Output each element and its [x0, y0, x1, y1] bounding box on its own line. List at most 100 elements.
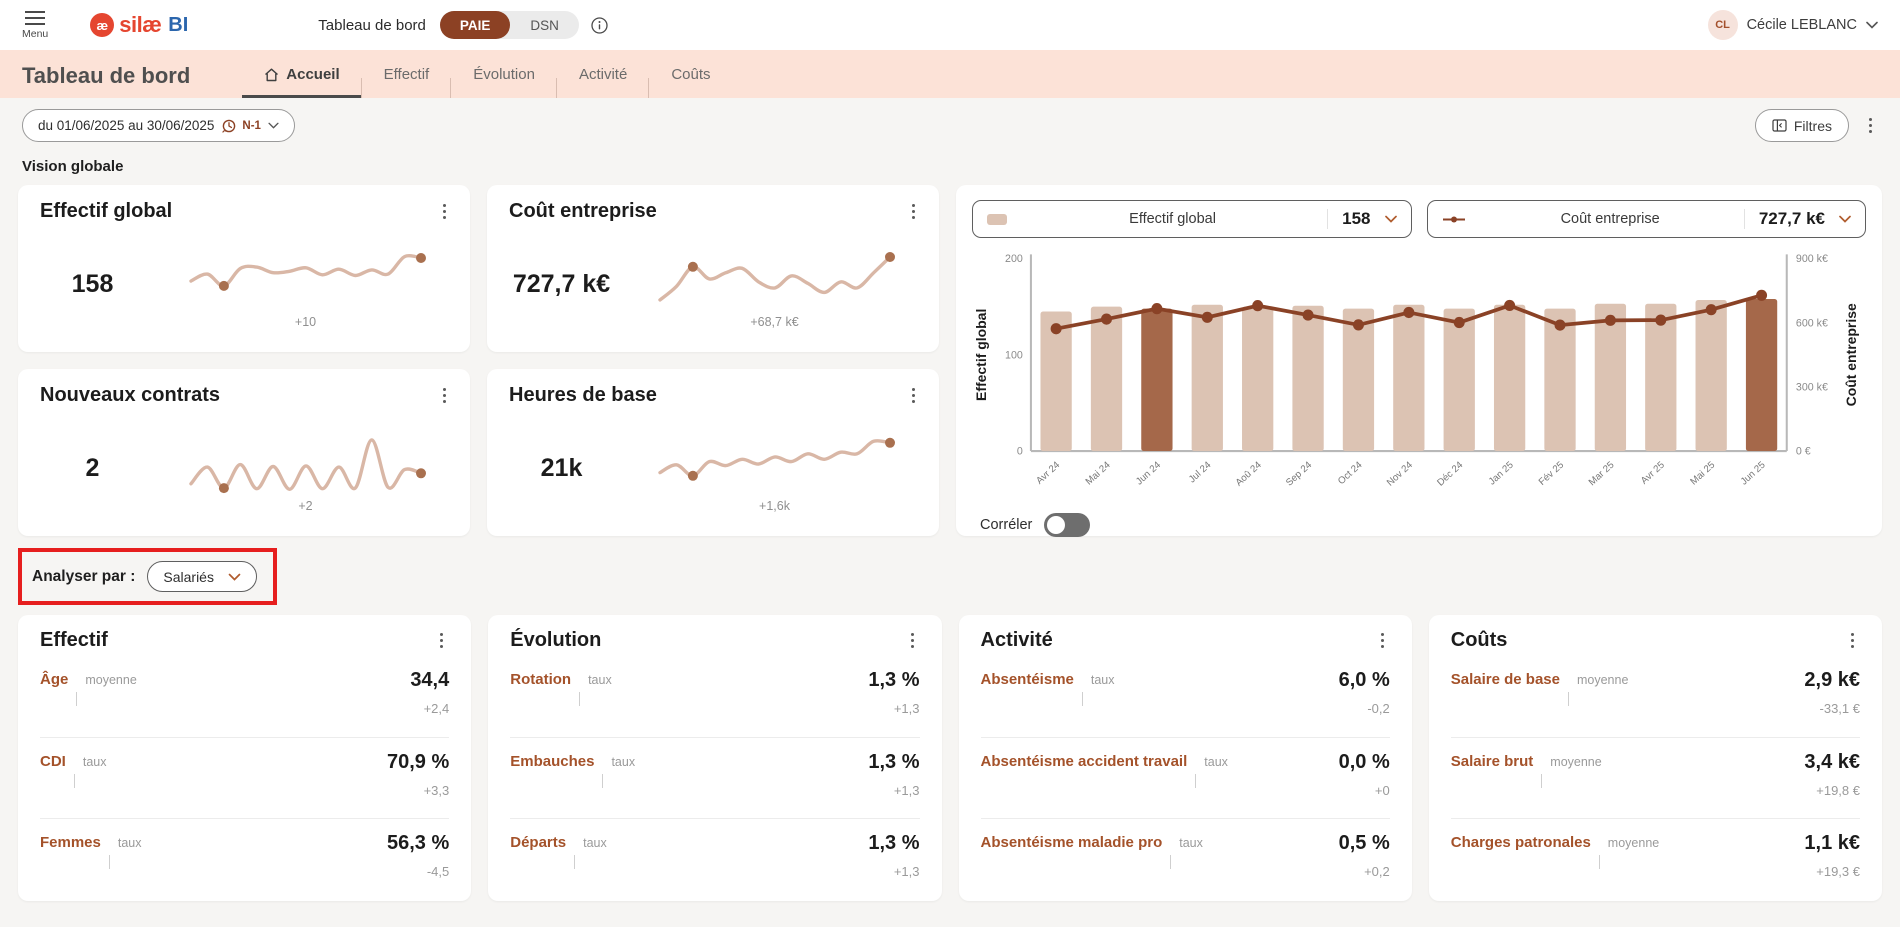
chevron-down-icon — [1839, 215, 1851, 223]
mode-option[interactable]: PAIE — [439, 11, 511, 39]
metric-row[interactable]: Absentéisme maladie pro taux 0,5 % +0,2 — [980, 818, 1390, 899]
nav-tab[interactable]: Activité — [557, 66, 650, 98]
card-more-options[interactable] — [437, 384, 452, 407]
metric-row[interactable]: Femmes taux 56,3 % -4,5 — [40, 818, 450, 899]
chevron-down-icon — [268, 122, 279, 129]
card-more-options[interactable] — [437, 200, 452, 223]
metric-delta: +19,8 € — [1816, 783, 1860, 798]
nav-tab[interactable]: Accueil — [242, 66, 363, 98]
metric-row[interactable]: Salaire de base moyenne 2,9 k€ -33,1 € — [1451, 656, 1860, 737]
menu-label: Menu — [22, 27, 49, 40]
detail-rows: Salaire de base moyenne 2,9 k€ -33,1 € S… — [1450, 656, 1860, 899]
card-more-options[interactable] — [1375, 629, 1390, 652]
divider — [602, 773, 604, 788]
kpi-card: Heures de base 21k +1,6k — [487, 369, 939, 536]
card-more-options[interactable] — [906, 200, 921, 223]
svg-text:900 k€: 900 k€ — [1796, 253, 1828, 265]
card-more-options[interactable] — [906, 384, 921, 407]
nav-tab[interactable]: Effectif — [362, 66, 452, 98]
metric-value: 1,3 % — [868, 751, 920, 773]
filters-icon — [1772, 119, 1787, 132]
kpi-sparkline-chart — [657, 251, 895, 302]
svg-text:300 k€: 300 k€ — [1796, 381, 1828, 393]
series-label: Effectif global — [1129, 211, 1216, 227]
metric-row[interactable]: Rotation taux 1,3 % +1,3 — [510, 656, 919, 737]
mode-option[interactable]: DSN — [530, 17, 559, 33]
page-title: Tableau de bord — [22, 63, 191, 88]
hamburger-icon — [25, 10, 46, 25]
metric-name: Âge — [40, 671, 69, 688]
series-selector-cout-entreprise[interactable]: Coût entreprise 727,7 k€ — [1426, 200, 1866, 238]
dashboard-nav-bar: Tableau de bord Accueil Effectif Évoluti… — [0, 50, 1900, 98]
metric-name: Salaire de base — [1450, 671, 1560, 688]
nav-tab[interactable]: Évolution — [451, 66, 557, 98]
divider — [1541, 773, 1543, 788]
svg-text:Oct 24: Oct 24 — [1336, 459, 1365, 487]
card-more-options[interactable] — [1845, 629, 1860, 652]
metric-delta: +1,3 — [893, 783, 920, 798]
metric-row[interactable]: Absentéisme taux 6,0 % -0,2 — [981, 656, 1390, 737]
metric-row[interactable]: Embauches taux 1,3 % +1,3 — [510, 737, 920, 818]
metric-row[interactable]: CDI taux 70,9 % +3,3 — [40, 737, 450, 818]
divider — [76, 692, 78, 706]
filters-button[interactable]: Filtres — [1754, 109, 1849, 142]
effectif-cout-combo-chart[interactable]: 0 100 200 0 € 300 k€ 600 k€ 900 k€ Avr 24 Mai 24… — [972, 242, 1866, 513]
card-more-options[interactable] — [905, 629, 920, 652]
svg-text:Mai 25: Mai 25 — [1688, 460, 1717, 488]
metric-row[interactable]: Salaire brut moyenne 3,4 k€ +19,8 € — [1450, 737, 1860, 818]
metric-value: 3,4 k€ — [1804, 751, 1860, 773]
svg-text:200: 200 — [1005, 253, 1023, 265]
line-series-swatch-icon — [1442, 214, 1466, 225]
detail-card-title: Évolution — [510, 629, 602, 651]
kpi-card-title: Nouveaux contrats — [40, 384, 221, 406]
svg-text:Fév 25: Fév 25 — [1537, 460, 1566, 488]
metric-aggregation-label: taux — [1179, 836, 1203, 850]
metric-value: 0,5 % — [1338, 832, 1390, 854]
detail-card: Évolution Rotation taux 1,3 % +1,3 Embau… — [488, 615, 942, 901]
logo-brand-text: silæ — [119, 12, 162, 37]
svg-text:Avr 24: Avr 24 — [1034, 459, 1062, 487]
metric-value: 34,4 — [410, 669, 450, 691]
annotation-highlight-box: Analyser par : Salariés — [18, 548, 277, 605]
svg-text:Coût entreprise: Coût entreprise — [1843, 303, 1859, 406]
detail-rows: Âge moyenne 34,4 +2,4 CDI taux 70,9 % +3… — [40, 656, 450, 899]
tab-label: Activité — [578, 66, 628, 83]
metric-row[interactable]: Absentéisme accident travail taux 0,0 % … — [980, 737, 1390, 818]
metric-row[interactable]: Âge moyenne 34,4 +2,4 — [40, 656, 449, 737]
menu-button[interactable]: Menu — [22, 10, 49, 40]
divider — [108, 854, 110, 869]
kpi-delta: +68,7 k€ — [750, 314, 799, 329]
analyze-by-dropdown[interactable]: Salariés — [147, 561, 257, 592]
metric-name: Salaire brut — [1450, 753, 1534, 770]
metric-aggregation-label: taux — [82, 755, 107, 769]
metric-name: Absentéisme — [980, 671, 1074, 688]
kpi-value: 158 — [71, 270, 114, 298]
kpi-delta: +2 — [298, 498, 313, 513]
chevron-down-icon — [1866, 21, 1878, 29]
kpi-card: Nouveaux contrats 2 +2 — [18, 369, 470, 536]
info-icon[interactable] — [591, 16, 608, 34]
card-more-options[interactable] — [434, 629, 449, 652]
svg-text:600 k€: 600 k€ — [1796, 317, 1828, 329]
nav-tab[interactable]: Coûts — [649, 66, 732, 98]
metric-row[interactable]: Charges patronales moyenne 1,1 k€ +19,3 … — [1450, 818, 1860, 899]
filters-label: Filtres — [1793, 117, 1832, 134]
date-range-selector[interactable]: du 01/06/2025 au 30/06/2025 N-1 — [22, 109, 295, 142]
metric-row[interactable]: Départs taux 1,3 % +1,3 — [510, 818, 920, 899]
kpi-sparkline-chart — [657, 437, 895, 481]
series-selector-effectif-global[interactable]: Effectif global 158 — [972, 200, 1412, 238]
detail-rows: Rotation taux 1,3 % +1,3 Embauches taux … — [510, 656, 920, 899]
filter-more-options[interactable] — [1863, 114, 1878, 137]
divider — [1598, 854, 1600, 869]
analyze-by-label: Analyser par : — [32, 567, 136, 585]
silae-bi-logo: æ silæ BI — [90, 12, 188, 38]
svg-text:Effectif global: Effectif global — [973, 309, 989, 401]
metric-value: 1,3 % — [868, 669, 920, 691]
metric-delta: -0,2 — [1367, 701, 1390, 716]
user-menu[interactable]: CL Cécile LEBLANC — [1707, 10, 1878, 40]
paie-dsn-toggle[interactable]: PAIE DSN — [439, 11, 579, 39]
series-value: 727,7 k€ — [1743, 209, 1837, 229]
detail-card-title: Activité — [980, 629, 1053, 651]
correlate-toggle[interactable] — [1044, 513, 1091, 538]
svg-text:Jul 24: Jul 24 — [1187, 459, 1214, 485]
